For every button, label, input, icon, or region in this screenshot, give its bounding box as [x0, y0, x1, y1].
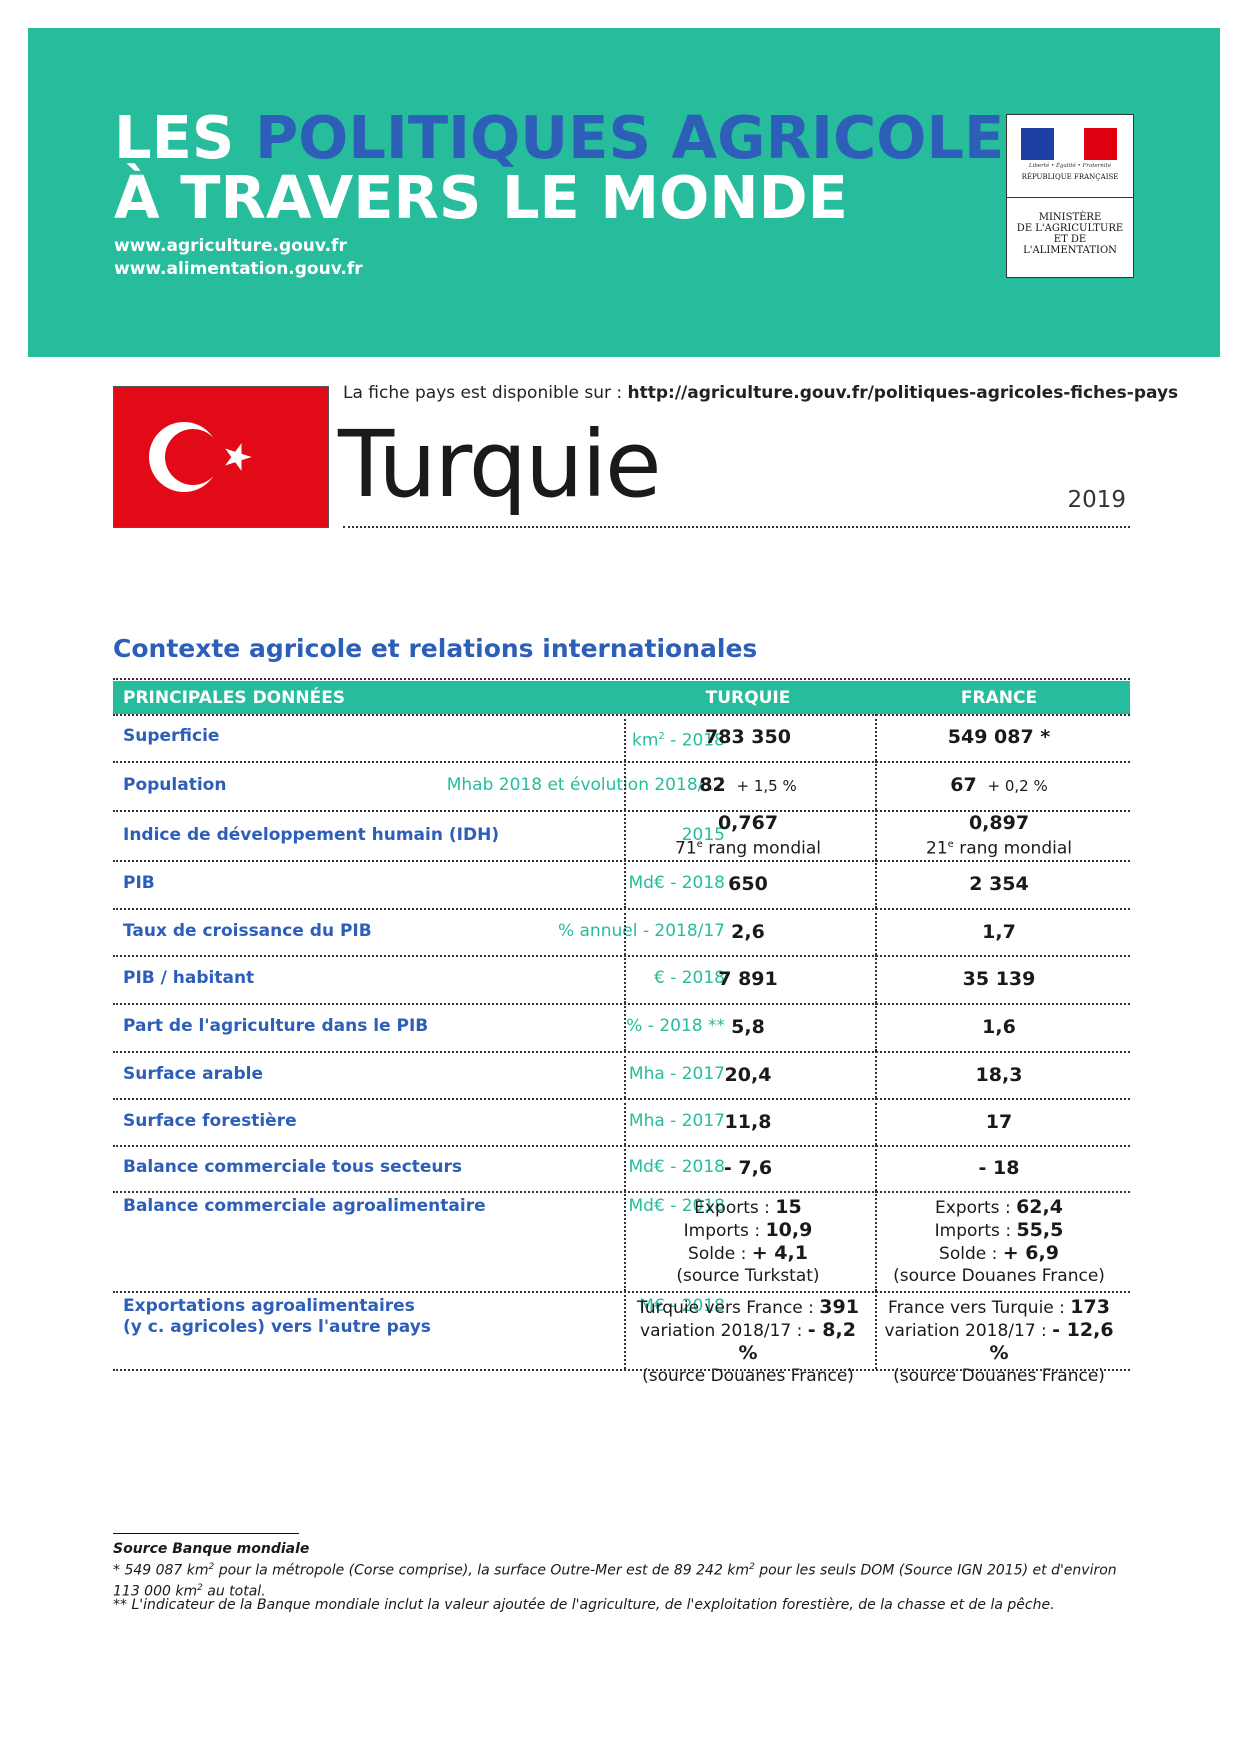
logo-motto: Liberté • Égalité • Fraternité [1028, 163, 1112, 169]
table-row: Indice de développement humain (IDH) 201… [113, 810, 1130, 862]
table-row: PIB Md€ - 2018 650 2 354 [113, 860, 1130, 910]
fiche-url-link[interactable]: http://agriculture.gouv.fr/politiques-ag… [627, 383, 1179, 403]
logo-divider [1007, 197, 1133, 198]
row-unit: km2 - 2018 [632, 730, 725, 751]
cell-turquie: 783 350 [705, 726, 791, 748]
cell-france: - 18 [978, 1157, 1020, 1179]
cell-france: 1,7 [982, 921, 1016, 943]
header-urls: www.agriculture.gouv.fr www.alimentation… [114, 235, 363, 281]
header-turquie: TURQUIE [705, 688, 791, 708]
logo-ministere-line-1: MINISTÈRE [1038, 212, 1102, 223]
logo-ministere-line-3: ET DE [1053, 234, 1087, 245]
report-year: 2019 [1067, 487, 1126, 513]
row-unit: Md€ - 2018 [628, 873, 725, 893]
row-unit: % - 2018 ** [626, 1016, 725, 1036]
cell-turquie: 2,6 [731, 921, 765, 943]
cell-france: Exports : 62,4 Imports : 55,5 Solde : + … [893, 1196, 1105, 1286]
footnote-1: * 549 087 km2 pour la métropole (Corse c… [113, 1562, 1117, 1600]
row-unit: Mha - 2017 [628, 1111, 725, 1131]
table-row: Surface forestière Mha - 2017 11,8 17 [113, 1098, 1130, 1147]
fiche-text: La fiche pays est disponible sur : [343, 383, 628, 403]
table-header-rule [113, 714, 1130, 716]
cell-turquie: Turquie vers France : 391 variation 2018… [637, 1296, 859, 1386]
cell-france: 17 [985, 1111, 1013, 1133]
row-label: Exportations agroalimentaires (y c. agric… [123, 1296, 431, 1337]
table-row: Surface arable Mha - 2017 20,4 18,3 [113, 1051, 1130, 1100]
table-row: PIB / habitant € - 2018 7 891 35 139 [113, 955, 1130, 1005]
fiche-availability: La fiche pays est disponible sur : http:… [343, 383, 1178, 403]
table-row: Exportations agroalimentaires (y c. agric… [113, 1291, 1130, 1386]
cell-france: 18,3 [975, 1064, 1023, 1086]
country-name: Turquie [338, 411, 662, 518]
footnote-rule [113, 1533, 299, 1534]
cell-france: 1,6 [982, 1016, 1016, 1038]
table-top-rule [113, 678, 1130, 680]
cell-france: 35 139 [962, 968, 1036, 990]
title-line-2: À TRAVERS LE MONDE [114, 163, 848, 232]
cell-france: 67 + 0,2 % [950, 774, 1048, 796]
cell-france: 0,897 21e rang mondial [926, 812, 1072, 859]
row-label: Population [123, 775, 227, 795]
logo-ministere-line-4: L'ALIMENTATION [1023, 245, 1117, 256]
url-agriculture[interactable]: www.agriculture.gouv.fr [114, 236, 347, 256]
logo-ministere: MINISTÈRE DE L'AGRICULTURE ET DE L'ALIME… [1007, 212, 1133, 256]
row-label: PIB / habitant [123, 968, 255, 988]
cell-turquie: 0,767 71e rang mondial [675, 812, 821, 859]
cell-france: 2 354 [969, 873, 1029, 895]
turkey-flag-icon [113, 386, 329, 528]
title-highlight: POLITIQUES AGRICOLES [254, 103, 1047, 172]
row-label: Superficie [123, 726, 220, 746]
cell-turquie: 82 + 1,5 % [699, 774, 797, 796]
cell-france: 549 087 * [947, 726, 1051, 748]
row-label: Indice de développement humain (IDH) [123, 825, 500, 845]
title-prefix: LES [114, 103, 255, 172]
footnote-source: Source Banque mondiale [113, 1541, 310, 1557]
section-title: Contexte agricole et relations internati… [113, 634, 758, 663]
marianne-icon [1021, 128, 1117, 160]
header-banner: LES POLITIQUES AGRICOLES À TRAVERS LE MO… [28, 28, 1220, 357]
table-row: Taux de croissance du PIB % annuel - 201… [113, 908, 1130, 957]
row-unit: Md€ - 2018 [628, 1157, 725, 1177]
table-header: PRINCIPALES DONNÉES TURQUIE FRANCE [113, 681, 1130, 714]
row-unit: Mha - 2017 [628, 1064, 725, 1084]
table-row: Balance commerciale agroalimentaire Md€ … [113, 1191, 1130, 1293]
row-unit: M€ - 2018 [639, 1296, 725, 1316]
cell-turquie: - 7,6 [723, 1157, 773, 1179]
row-label: Surface arable [123, 1064, 263, 1084]
row-unit: 2015 [681, 825, 725, 845]
header-france: FRANCE [960, 688, 1038, 708]
title-line-1: LES POLITIQUES AGRICOLES [114, 108, 1047, 167]
row-unit: € - 2018 [653, 968, 725, 988]
cell-turquie: 5,8 [731, 1016, 765, 1038]
row-label: Balance commerciale agroalimentaire [123, 1196, 486, 1216]
row-label: Balance commerciale tous secteurs [123, 1157, 463, 1177]
table-row: Population Mhab 2018 et évolution 2018/1… [113, 761, 1130, 812]
row-unit: Md€ - 2018 [628, 1196, 725, 1216]
title-dotted-rule [343, 526, 1130, 528]
ministry-logo: Liberté • Égalité • Fraternité RÉPUBLIQU… [1006, 114, 1134, 278]
cell-turquie: 11,8 [724, 1111, 772, 1133]
cell-turquie: 650 [728, 873, 768, 895]
logo-republique: RÉPUBLIQUE FRANÇAISE [1021, 173, 1119, 181]
row-label: Surface forestière [123, 1111, 297, 1131]
header-principales: PRINCIPALES DONNÉES [123, 688, 346, 708]
cell-france: France vers Turquie : 173 variation 2018… [884, 1296, 1114, 1386]
cell-turquie: Exports : 15 Imports : 10,9 Solde : + 4,… [676, 1196, 820, 1286]
row-unit: % annuel - 2018/17 [557, 921, 725, 941]
logo-ministere-line-2: DE L'AGRICULTURE [1016, 223, 1124, 234]
footnote-2: ** L'indicateur de la Banque mondiale in… [113, 1597, 1055, 1613]
row-label: PIB [123, 873, 155, 893]
table-row: Superficie km2 - 2018 783 350 549 087 * [113, 714, 1130, 763]
cell-turquie: 7 891 [718, 968, 778, 990]
table-row: Balance commerciale tous secteurs Md€ - … [113, 1145, 1130, 1193]
table-row: Part de l'agriculture dans le PIB % - 20… [113, 1003, 1130, 1053]
url-alimentation[interactable]: www.alimentation.gouv.fr [114, 259, 363, 279]
row-label: Part de l'agriculture dans le PIB [123, 1016, 429, 1036]
row-unit: Mhab 2018 et évolution 2018/17 [446, 775, 725, 795]
cell-turquie: 20,4 [724, 1064, 772, 1086]
row-label: Taux de croissance du PIB [123, 921, 372, 941]
